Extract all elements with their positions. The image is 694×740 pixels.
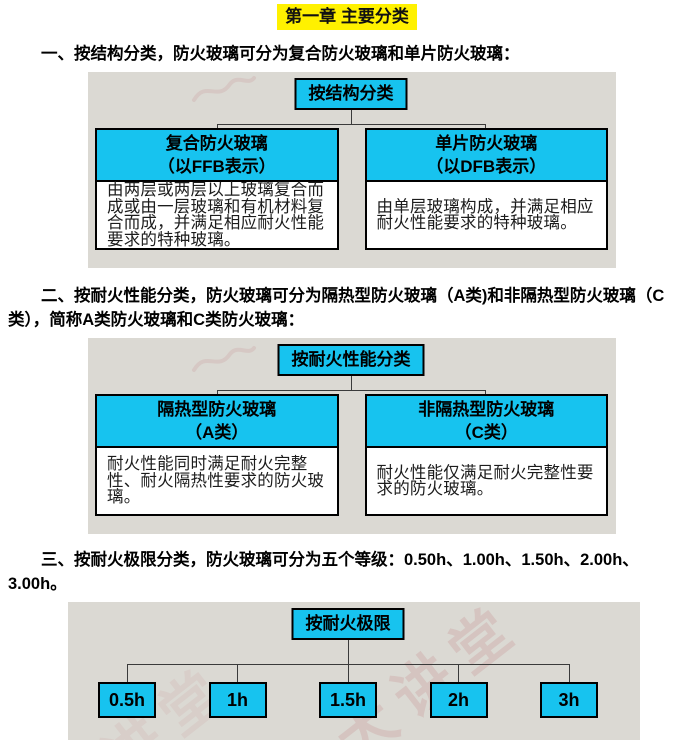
- connector-stub-1: [127, 664, 128, 682]
- diagram2-root-box: 按耐火性能分类: [277, 344, 425, 376]
- section-1-heading: 一、按结构分类，防火玻璃可分为复合防火玻璃和单片防火玻璃：: [41, 45, 520, 63]
- structure-diagram-panel: 按结构分类 复合防火玻璃 （以FFB表示） 由两层或两层以上玻璃复合而成或由一层…: [88, 72, 616, 268]
- diagram1-child-monolithic: 单片防火玻璃 （以DFB表示） 由单层玻璃构成，并满足相应耐火性能要求的特种玻璃…: [364, 128, 608, 250]
- section-2-heading: 二、按耐火性能分类，防火玻璃可分为隔热型防火玻璃（A类)和非隔热型防火玻璃（C类…: [8, 287, 665, 329]
- diagram2-child2-subtitle: （C类）: [454, 423, 518, 442]
- connector-stub-4: [458, 664, 459, 682]
- section-3-heading: 三、按耐火极限分类，防火玻璃可分为五个等级：0.50h、1.00h、1.50h、…: [8, 551, 639, 593]
- diagram1-child2-title: 单片防火玻璃: [435, 134, 538, 153]
- diagram1-child2-subtitle: （以DFB表示）: [426, 157, 547, 176]
- connector-horizontal: [217, 124, 486, 125]
- diagram2-child-noninsulated: 非隔热型防火玻璃 （C类） 耐火性能仅满足耐火完整性要求的防火玻璃。: [364, 394, 608, 516]
- connector-stub-right: [485, 124, 486, 129]
- diagram2-child1-body: 耐火性能同时满足耐火完整性、耐火隔热性要求的防火玻璃。: [97, 448, 337, 514]
- diagram2-children: 隔热型防火玻璃 （A类） 耐火性能同时满足耐火完整性、耐火隔热性要求的防火玻璃。…: [95, 394, 608, 516]
- rating-leaf-1h: 1h: [208, 682, 267, 718]
- watermark-scribble: [192, 346, 256, 372]
- diagram2-child2-title: 非隔热型防火玻璃: [418, 400, 555, 419]
- connector-stub-left: [217, 390, 218, 395]
- connector-horizontal: [217, 390, 486, 391]
- rating-leaf-1-5h: 1.5h: [319, 682, 377, 718]
- diagram2-child2-body: 耐火性能仅满足耐火完整性要求的防火玻璃。: [367, 448, 607, 514]
- connector-vertical: [351, 376, 352, 390]
- diagram2-child-insulated: 隔热型防火玻璃 （A类） 耐火性能同时满足耐火完整性、耐火隔热性要求的防火玻璃。: [95, 394, 339, 516]
- connector-vertical: [351, 110, 352, 124]
- connector-stub-right: [485, 390, 486, 395]
- diagram1-child1-header: 复合防火玻璃 （以FFB表示）: [97, 130, 337, 182]
- diagram2-child1-title: 隔热型防火玻璃: [157, 400, 277, 419]
- rating-leaves-row: 0.5h 1h 1.5h 2h 3h: [98, 682, 598, 718]
- connector-stub-left: [217, 124, 218, 129]
- diagram1-child2-header: 单片防火玻璃 （以DFB表示）: [366, 130, 606, 182]
- diagram2-child1-subtitle: （A类）: [185, 423, 249, 442]
- rating-leaf-2h: 2h: [429, 682, 488, 718]
- chapter-title-row: 第一章 主要分类: [0, 4, 694, 30]
- diagram2-child1-header: 隔热型防火玻璃 （A类）: [97, 396, 337, 448]
- diagram2-child2-body-text: 耐火性能仅满足耐火完整性要求的防火玻璃。: [376, 463, 594, 498]
- diagram3-root-box: 按耐火极限: [291, 608, 405, 640]
- chapter-title: 第一章 主要分类: [277, 4, 417, 30]
- connector-vertical: [348, 640, 349, 664]
- rating-diagram-panel: 大讲堂 大讲堂 按耐火极限 0.5h 1h 1.5h 2h 3h: [68, 602, 640, 740]
- performance-diagram-panel: 按耐火性能分类 隔热型防火玻璃 （A类） 耐火性能同时满足耐火完整性、耐火隔热性…: [88, 338, 616, 534]
- rating-leaf-0-5h: 0.5h: [98, 682, 156, 718]
- diagram1-child1-body: 由两层或两层以上玻璃复合而成或由一层玻璃和有机材料复合而成，并满足相应耐火性能要…: [97, 182, 337, 248]
- diagram1-child1-title: 复合防火玻璃: [165, 134, 268, 153]
- diagram1-children: 复合防火玻璃 （以FFB表示） 由两层或两层以上玻璃复合而成或由一层玻璃和有机材…: [95, 128, 608, 250]
- diagram1-root-box: 按结构分类: [294, 78, 408, 110]
- connector-stub-5: [569, 664, 570, 682]
- diagram1-child2-body-text: 由单层玻璃构成，并满足相应耐火性能要求的特种玻璃。: [376, 197, 594, 232]
- diagram2-child2-header: 非隔热型防火玻璃 （C类）: [366, 396, 606, 448]
- diagram1-child2-body: 由单层玻璃构成，并满足相应耐火性能要求的特种玻璃。: [367, 182, 607, 248]
- rating-leaf-3h: 3h: [540, 682, 598, 718]
- watermark-scribble: [192, 76, 256, 102]
- connector-stub-3: [348, 664, 349, 682]
- diagram2-child1-body-text: 耐火性能同时满足耐火完整性、耐火隔热性要求的防火玻璃。: [107, 455, 325, 507]
- connector-stub-2: [237, 664, 238, 682]
- diagram1-child-composite: 复合防火玻璃 （以FFB表示） 由两层或两层以上玻璃复合而成或由一层玻璃和有机材…: [95, 128, 339, 250]
- diagram1-child1-body-text: 由两层或两层以上玻璃复合而成或由一层玻璃和有机材料复合而成，并满足相应耐火性能要…: [107, 181, 325, 249]
- diagram1-child1-subtitle: （以FFB表示）: [157, 157, 276, 176]
